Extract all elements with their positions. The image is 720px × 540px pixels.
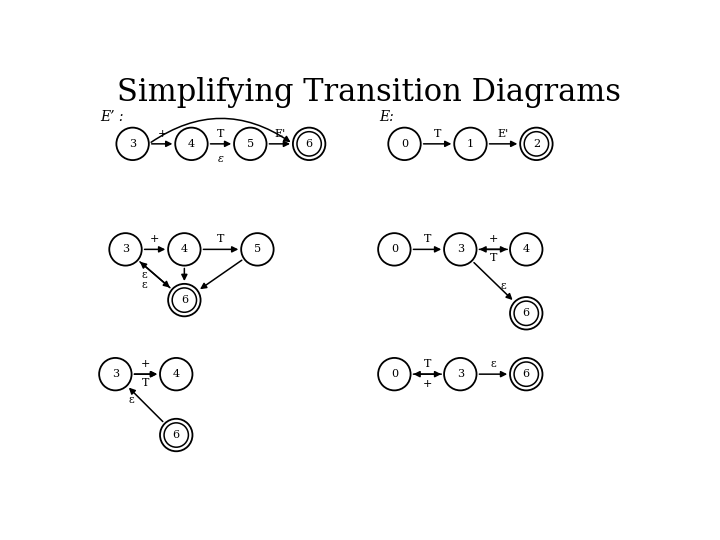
Text: 3: 3: [112, 369, 119, 379]
Text: 1: 1: [467, 139, 474, 149]
Text: 3: 3: [129, 139, 136, 149]
Text: 0: 0: [401, 139, 408, 149]
Text: +: +: [141, 359, 150, 369]
Circle shape: [378, 233, 410, 266]
Text: ε: ε: [500, 281, 506, 292]
Text: 0: 0: [391, 245, 398, 254]
Text: ε: ε: [129, 395, 135, 404]
Text: 4: 4: [173, 369, 180, 379]
Circle shape: [510, 233, 542, 266]
Text: 5: 5: [247, 139, 254, 149]
Text: E': E': [498, 129, 509, 139]
Circle shape: [444, 358, 477, 390]
Circle shape: [241, 233, 274, 266]
Text: +: +: [158, 129, 167, 139]
Circle shape: [168, 284, 201, 316]
Circle shape: [160, 419, 192, 451]
Text: T: T: [490, 253, 497, 264]
Text: 6: 6: [173, 430, 180, 440]
Text: 4: 4: [181, 245, 188, 254]
Circle shape: [510, 297, 542, 329]
Text: E': E': [274, 129, 285, 139]
Circle shape: [444, 233, 477, 266]
Text: 5: 5: [254, 245, 261, 254]
Text: +: +: [489, 234, 498, 244]
Text: T: T: [142, 379, 150, 388]
Text: 6: 6: [523, 308, 530, 318]
Circle shape: [520, 127, 553, 160]
Text: T: T: [423, 359, 431, 369]
Text: ε: ε: [218, 154, 224, 164]
Circle shape: [234, 127, 266, 160]
Text: T: T: [423, 234, 431, 244]
Circle shape: [454, 127, 487, 160]
Circle shape: [293, 127, 325, 160]
Text: 6: 6: [305, 139, 312, 149]
Circle shape: [109, 233, 142, 266]
Text: T: T: [217, 234, 225, 244]
Text: 4: 4: [188, 139, 195, 149]
Text: T: T: [217, 129, 225, 139]
Circle shape: [99, 358, 132, 390]
Text: Simplifying Transition Diagrams: Simplifying Transition Diagrams: [117, 77, 621, 108]
Text: 0: 0: [391, 369, 398, 379]
FancyArrowPatch shape: [151, 118, 289, 142]
Circle shape: [117, 127, 149, 160]
Text: +: +: [423, 379, 432, 389]
Circle shape: [388, 127, 420, 160]
Text: 2: 2: [533, 139, 540, 149]
Text: ε: ε: [142, 269, 148, 280]
Text: 3: 3: [456, 369, 464, 379]
Circle shape: [378, 358, 410, 390]
Text: 3: 3: [456, 245, 464, 254]
Circle shape: [510, 358, 542, 390]
Text: ε: ε: [142, 280, 148, 290]
Circle shape: [168, 233, 201, 266]
Text: 6: 6: [181, 295, 188, 305]
Text: 4: 4: [523, 245, 530, 254]
Text: E’ :: E’ :: [100, 111, 124, 125]
Text: ε: ε: [490, 359, 496, 369]
Circle shape: [160, 358, 192, 390]
Text: E:: E:: [379, 111, 394, 125]
Text: 3: 3: [122, 245, 129, 254]
Circle shape: [175, 127, 207, 160]
Text: 6: 6: [523, 369, 530, 379]
Text: +: +: [150, 234, 160, 244]
Text: T: T: [433, 129, 441, 139]
